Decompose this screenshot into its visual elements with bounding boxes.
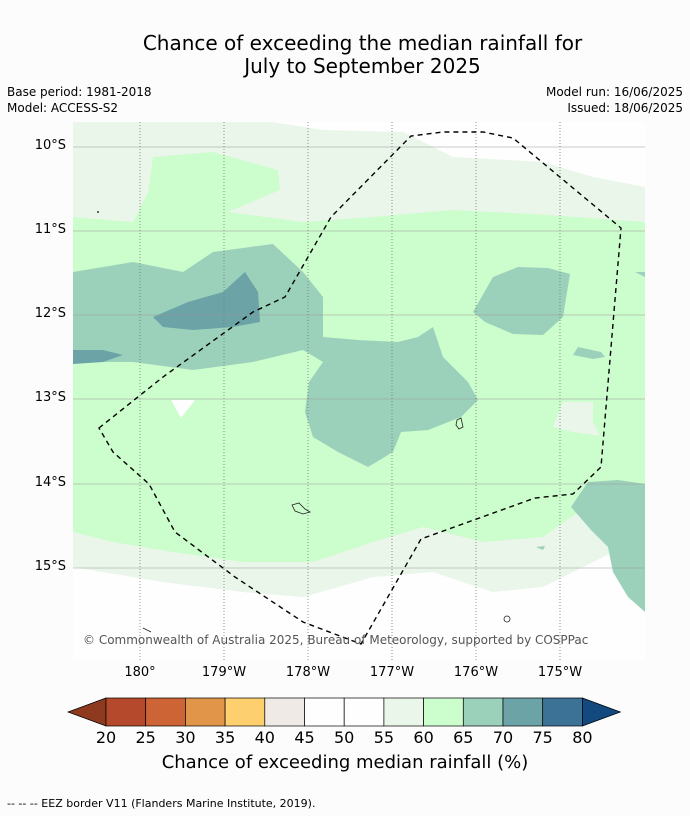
colorbar-tick-65: 65 <box>453 728 474 747</box>
lat-label-14s: 14°S <box>34 475 66 490</box>
rainfall-map <box>73 122 645 660</box>
colorbar-bin-35-40 <box>224 697 266 727</box>
lon-label-176w: 176°W <box>453 665 499 680</box>
issued-date: Issued: 18/06/2025 <box>567 101 683 115</box>
region-50-55-north <box>273 122 645 187</box>
latitude-gridlines <box>73 146 645 569</box>
region-55-60-south <box>73 492 645 597</box>
region-50-55-south <box>73 547 645 660</box>
colorbar-tick-30: 30 <box>175 728 196 747</box>
model-run: Model run: 16/06/2025 <box>545 85 683 99</box>
lat-label-12s: 12°S <box>34 306 66 321</box>
colorbar-bin-45-50 <box>304 697 345 727</box>
lat-label-10s: 10°S <box>34 138 66 153</box>
colorbar-tick-35: 35 <box>214 728 236 747</box>
map-title-line1: Chance of exceeding the median rainfall … <box>142 31 583 55</box>
colorbar <box>66 697 622 727</box>
region-65-70-southeast <box>571 480 645 612</box>
region-65-70-central <box>73 244 478 467</box>
lon-label-180: 180° <box>124 665 156 680</box>
model-name: Model: ACCESS-S2 <box>7 101 119 115</box>
colorbar-bin-55-60 <box>383 697 424 727</box>
lon-label-179w: 179°W <box>201 665 247 680</box>
region-70-75-a <box>153 272 260 330</box>
lon-label-178w: 178°W <box>285 665 331 680</box>
lon-label-177w: 177°W <box>369 665 415 680</box>
region-65-70-small <box>573 347 605 359</box>
colorbar-arrow-low <box>66 697 107 727</box>
region-65-70-edge <box>635 272 645 277</box>
lat-label-15s: 15°S <box>34 559 66 574</box>
colorbar-tick-70: 70 <box>492 728 514 747</box>
colorbar-bin-30-35 <box>185 697 226 727</box>
colorbar-tick-45: 45 <box>294 728 315 747</box>
colorbar-tick-55: 55 <box>373 728 395 747</box>
region-65-70-east <box>473 267 570 335</box>
colorbar-tick-60: 60 <box>413 728 434 747</box>
colorbar-tick-50: 50 <box>334 728 355 747</box>
colorbar-bin-20-25 <box>105 697 147 727</box>
eez-footnote: -- -- -- EEZ border V11 (Flanders Marine… <box>7 797 316 810</box>
copyright-text: © Commonwealth of Australia 2025, Bureau… <box>83 633 589 647</box>
lat-label-11s: 11°S <box>34 222 66 237</box>
region-65-70-dot <box>536 546 545 550</box>
colorbar-tick-75: 75 <box>532 728 553 747</box>
lat-label-13s: 13°S <box>34 390 66 405</box>
colorbar-bin-40-45 <box>264 697 305 727</box>
island-dot <box>97 211 99 213</box>
islands <box>142 417 511 633</box>
colorbar-tick-20: 20 <box>95 728 117 747</box>
colorbar-tick-80: 80 <box>572 728 593 747</box>
colorbar-tick-40: 40 <box>254 728 275 747</box>
colorbar-bin-50-55 <box>343 697 385 727</box>
colorbar-bin-25-30 <box>145 697 186 727</box>
colorbar-arrow-high <box>582 697 622 727</box>
colorbar-bin-75-80 <box>542 697 583 727</box>
colorbar-title: Chance of exceeding median rainfall (%) <box>161 752 529 773</box>
base-period: Base period: 1981-2018 <box>7 85 152 99</box>
colorbar-bin-65-70 <box>462 697 504 727</box>
lon-label-175w: 175°W <box>537 665 583 680</box>
colorbar-bin-70-75 <box>502 697 544 727</box>
map-title-line2: July to September 2025 <box>244 54 481 78</box>
region-70-75-b <box>73 350 123 364</box>
region-50-55-patch <box>171 400 195 418</box>
colorbar-tick-25: 25 <box>135 728 156 747</box>
colorbar-bin-60-65 <box>423 697 464 727</box>
